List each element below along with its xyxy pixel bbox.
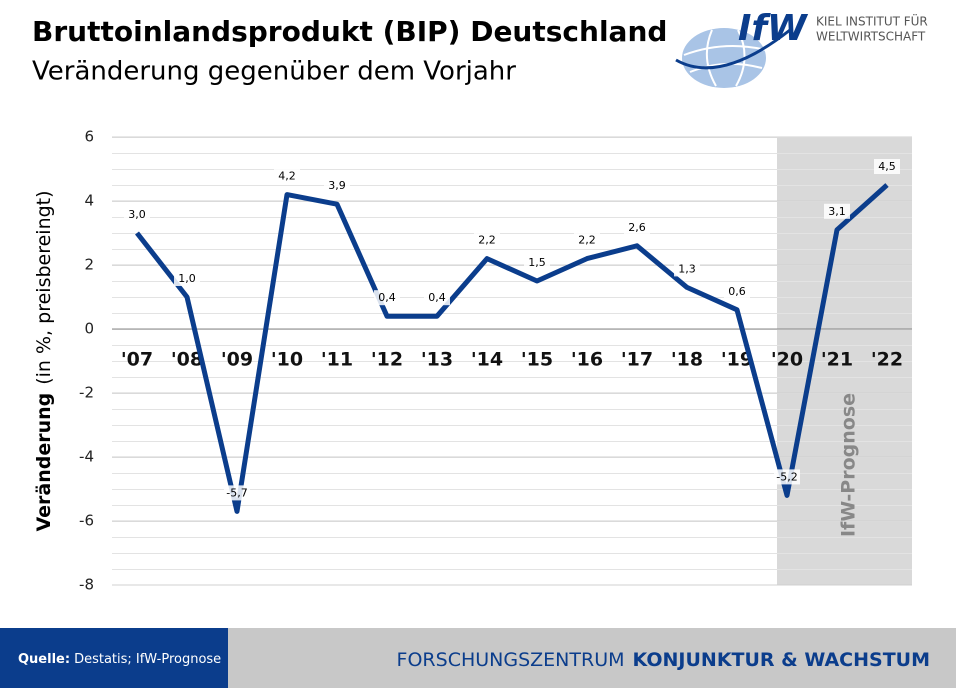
center-bold: KONJUNKTUR & WACHSTUM [633,649,931,671]
y-tick-label: 6 [84,128,94,146]
data-label: 1,0 [178,272,196,285]
y-tick-label: -8 [79,576,94,594]
data-label: -5,2 [776,470,797,483]
label-box [324,178,350,194]
x-tick-label: '20 [771,349,803,371]
x-tick-label: '14 [471,349,503,371]
data-label: 2,2 [478,234,496,247]
x-tick-label: '09 [221,349,253,371]
label-box [174,271,200,286]
x-tick-label: '10 [271,349,303,371]
y-tick-label: -4 [79,448,94,466]
data-label: 1,5 [528,256,546,269]
label-box [624,219,650,235]
data-line [135,183,889,514]
x-tick-label: '15 [521,349,553,371]
data-label: 2,2 [578,234,596,247]
data-label: 4,2 [278,170,296,183]
logo-line1: KIEL INSTITUT FÜR [816,13,928,29]
center-light: FORSCHUNGSZENTRUM [397,649,625,671]
x-tick-label: '07 [121,349,153,371]
data-label: 3,9 [328,179,346,192]
chart-title: Bruttoinlandsprodukt (BIP) Deutschland [32,15,667,48]
source-text: Destatis; IfW-Prognose [74,652,221,667]
logo-swoosh [675,28,791,70]
footer-source-box [0,628,228,688]
x-tick-label: '17 [621,349,653,371]
label-box [474,232,500,248]
logo-mark: IfW [738,8,809,49]
logo-globe [682,28,766,88]
label-box [574,232,600,248]
label-box [424,290,450,306]
label-box [524,255,550,270]
data-label: 4,5 [878,160,896,173]
data-label: 0,4 [428,291,446,304]
y-tick-label: 0 [84,320,94,338]
x-tick-label: '12 [371,349,403,371]
data-label: 0,6 [728,285,746,298]
footer-center: FORSCHUNGSZENTRUM KONJUNKTUR & WACHSTUM [397,649,930,671]
label-box [774,469,800,485]
data-label: 0,4 [378,291,396,304]
label-box [224,485,250,501]
y-tick-label: -6 [79,512,94,530]
label-box [124,207,150,222]
y-axis-label-unit: (in %, preisbereingt) [33,190,55,384]
chart-subtitle: Veränderung gegenüber dem Vorjahr [32,57,516,87]
logo-line2: WELTWIRTSCHAFT [816,30,926,44]
label-box [824,203,850,219]
x-tick-label: '21 [821,349,853,371]
x-tick-label: '18 [671,349,703,371]
forecast-label: IfW-Prognose [838,393,860,537]
y-tick-label: 4 [84,192,94,210]
y-tick-label: -2 [79,384,94,402]
data-label: -5,7 [226,486,247,499]
label-box [374,290,400,306]
data-label: 3,0 [128,208,146,221]
label-box [274,168,300,184]
x-tick-label: '11 [321,349,353,371]
logo: IfW KIEL INSTITUT FÜR WELTWIRTSCHAFT [675,8,928,88]
x-tick-label: '19 [721,349,753,371]
x-tick-label: '08 [171,349,203,371]
source-label: Quelle: [18,652,70,667]
y-axis-label-main: Veränderung [33,393,55,532]
data-label: 2,6 [628,221,646,234]
minor-grid [112,137,912,585]
label-box [724,283,750,299]
x-tick-label: '13 [421,349,453,371]
data-label: 1,3 [678,262,696,275]
y-tick-label: 2 [84,256,94,274]
label-box [874,159,900,174]
label-box [674,261,700,277]
x-tick-label: '22 [871,349,903,371]
x-tick-label: '16 [571,349,603,371]
footer-source: Quelle: Destatis; IfW-Prognose [18,652,221,667]
y-axis-label: Veränderung (in %, preisbereingt) [33,190,55,531]
data-label: 3,1 [828,205,846,218]
